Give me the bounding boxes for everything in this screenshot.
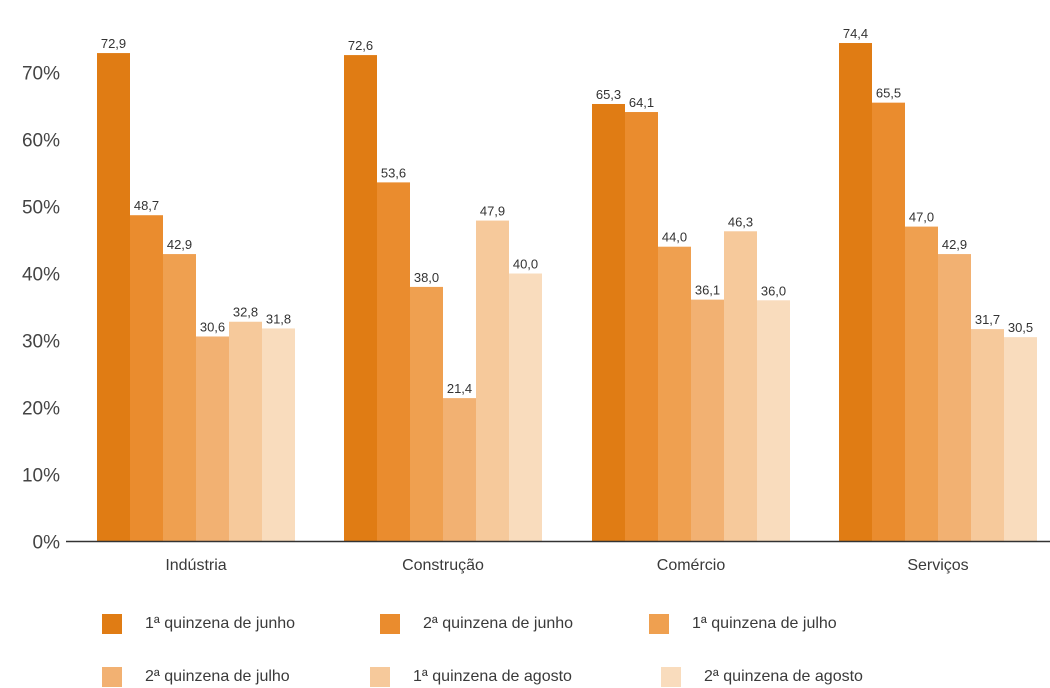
data-label: 72,6 [348, 38, 373, 53]
bar [625, 112, 658, 542]
bar [724, 231, 757, 542]
y-tick-label: 70% [22, 64, 60, 85]
data-label: 36,0 [761, 283, 786, 298]
bar [592, 103, 625, 542]
bars [97, 43, 1037, 542]
data-label: 32,8 [233, 305, 258, 320]
bar [130, 215, 163, 542]
data-label: 42,9 [167, 237, 192, 252]
data-label: 48,7 [134, 198, 159, 213]
x-tick-label: Serviços [907, 557, 968, 574]
x-tick-label: Indústria [165, 557, 226, 574]
bar [839, 43, 872, 542]
bar [872, 102, 905, 542]
data-label: 65,5 [876, 86, 901, 101]
data-label: 42,9 [942, 237, 967, 252]
data-label: 44,0 [662, 230, 687, 245]
data-label: 65,3 [596, 87, 621, 102]
bar [757, 300, 790, 542]
bar [509, 273, 542, 542]
data-label: 31,7 [975, 312, 1000, 327]
bar [377, 182, 410, 542]
value-labels: 72,9 72,6 65,3 74,4 48,7 53,6 64,1 65,5 42,9 38,0… [101, 26, 1033, 396]
data-label: 40,0 [513, 257, 538, 272]
y-tick-label: 20% [22, 399, 60, 420]
bar [971, 329, 1004, 542]
data-label: 47,0 [909, 210, 934, 225]
bar [262, 328, 295, 542]
data-label: 46,3 [728, 214, 753, 229]
bar [938, 254, 971, 542]
y-tick-label: 40% [22, 265, 60, 286]
x-tick-label: Construção [402, 557, 484, 574]
y-tick-label: 0% [33, 533, 61, 554]
data-label: 36,1 [695, 283, 720, 298]
y-tick-label: 50% [22, 198, 60, 219]
data-label: 64,1 [629, 95, 654, 110]
x-tick-label: Comércio [657, 557, 726, 574]
data-label: 30,5 [1008, 320, 1033, 335]
bar [229, 321, 262, 542]
data-label: 30,6 [200, 319, 225, 334]
y-tick-label: 30% [22, 332, 60, 353]
data-label: 53,6 [381, 165, 406, 180]
y-tick-label: 10% [22, 466, 60, 487]
y-tick-label: 60% [22, 131, 60, 152]
data-label: 31,8 [266, 311, 291, 326]
bar [691, 299, 724, 542]
bar [443, 398, 476, 542]
bar [344, 55, 377, 542]
bar [1004, 337, 1037, 542]
data-label: 72,9 [101, 36, 126, 51]
data-label: 74,4 [843, 26, 868, 41]
y-axis: 0% 10% 20% 30% 40% 50% 60% 70% [22, 64, 60, 554]
data-label: 38,0 [414, 270, 439, 285]
bar [658, 246, 691, 542]
bar [905, 226, 938, 542]
data-label: 21,4 [447, 381, 472, 396]
data-label: 47,9 [480, 204, 505, 219]
bar [196, 336, 229, 542]
x-axis: Indústria Construção Comércio Serviços [165, 557, 968, 574]
bar [163, 254, 196, 542]
bar [410, 286, 443, 542]
bar [476, 220, 509, 542]
bar [97, 53, 130, 542]
